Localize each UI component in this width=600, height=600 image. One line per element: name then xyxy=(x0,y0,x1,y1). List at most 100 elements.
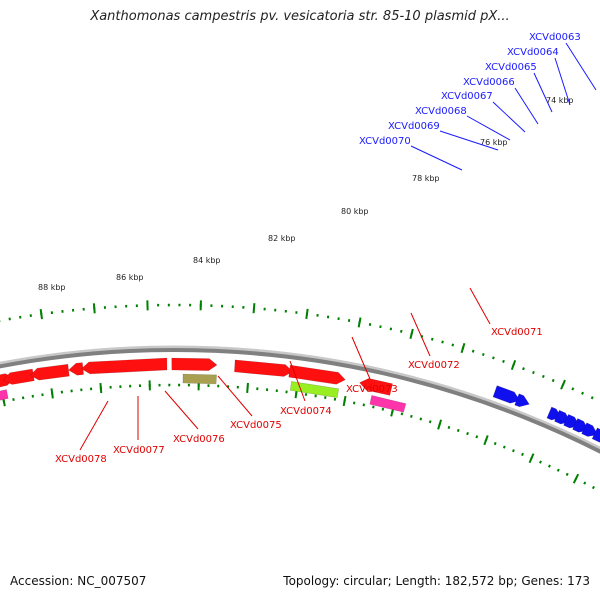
inner-tick xyxy=(583,481,587,485)
outer-tick xyxy=(389,327,393,331)
scale-label: 76 kbp xyxy=(480,138,508,147)
gene-label: XCVd0068 xyxy=(415,106,467,117)
scale-label: 88 kbp xyxy=(38,283,66,292)
inner-major-tick xyxy=(246,382,249,393)
genome-summary: Topology: circular; Length: 182,572 bp; … xyxy=(283,574,590,588)
forward-gene-arrow xyxy=(492,385,521,404)
outer-tick xyxy=(379,325,382,329)
outer-major-tick xyxy=(560,379,566,390)
gene-label: XCVd0078 xyxy=(55,454,107,465)
reverse-gene-arrow xyxy=(171,357,218,371)
leader-line xyxy=(554,57,571,106)
inner-tick xyxy=(372,405,375,409)
inner-tick xyxy=(591,485,595,490)
gene-label: XCVd0065 xyxy=(485,62,537,73)
pink-feature-block xyxy=(0,389,9,401)
gene-label: XCVd0073 xyxy=(346,384,398,395)
inner-tick xyxy=(547,464,551,468)
inner-tick xyxy=(381,407,385,411)
outer-tick xyxy=(590,396,594,400)
gene-label: XCVd0063 xyxy=(529,32,581,43)
leader-line xyxy=(533,72,553,113)
outer-major-tick xyxy=(460,342,466,354)
inner-tick xyxy=(456,428,460,433)
outer-tick xyxy=(451,343,455,347)
inner-major-tick xyxy=(437,419,443,430)
outer-tick xyxy=(492,356,495,360)
scale-label: 80 kbp xyxy=(341,207,369,216)
gene-label: XCVd0075 xyxy=(230,420,282,431)
forward-gene-arrow xyxy=(581,422,599,437)
gene-label: XCVd0076 xyxy=(173,434,225,445)
outer-major-tick xyxy=(409,328,414,339)
gene-label: XCVd0066 xyxy=(463,77,515,88)
outer-major-tick xyxy=(357,317,362,328)
outer-tick xyxy=(399,329,403,333)
leader-line xyxy=(410,312,431,357)
leader-line xyxy=(351,336,371,380)
backbone-shadow xyxy=(0,345,600,450)
inner-tick xyxy=(556,468,560,472)
inner-tick xyxy=(493,441,497,446)
leader-line xyxy=(79,400,109,451)
scale-label: 86 kbp xyxy=(116,273,144,282)
inner-tick xyxy=(362,403,366,407)
gene-label: XCVd0064 xyxy=(507,47,559,58)
outer-tick xyxy=(541,374,545,379)
gene-label: XCVd0077 xyxy=(113,445,165,456)
reverse-gene-arrow xyxy=(80,357,168,375)
gene-label: XCVd0067 xyxy=(441,91,493,102)
inner-tick xyxy=(410,414,413,418)
scale-label: 82 kbp xyxy=(268,234,296,243)
outer-major-tick xyxy=(252,303,256,314)
pink-feature-block xyxy=(369,395,407,413)
outer-tick xyxy=(368,323,372,326)
outer-tick xyxy=(532,370,535,375)
outer-major-tick xyxy=(305,308,309,319)
leader-line xyxy=(492,101,526,133)
outer-major-tick xyxy=(92,303,96,314)
outer-tick xyxy=(571,387,575,391)
outer-tick xyxy=(551,378,555,383)
olive-feature-block xyxy=(182,373,217,385)
outer-tick xyxy=(441,340,444,344)
gene-label: XCVd0074 xyxy=(280,406,332,417)
leader-line xyxy=(410,145,463,171)
reverse-gene-arrow xyxy=(234,359,294,377)
leader-line xyxy=(164,390,199,430)
leader-line xyxy=(565,42,597,91)
inner-tick xyxy=(512,449,515,453)
gene-label: XCVd0071 xyxy=(491,327,543,338)
inner-tick xyxy=(466,432,469,436)
inner-tick xyxy=(565,472,569,476)
forward-gene-arrow xyxy=(591,427,600,443)
outer-major-tick xyxy=(39,309,43,320)
inner-major-tick xyxy=(572,473,580,484)
outer-tick xyxy=(471,349,475,353)
reverse-gene-arrow xyxy=(29,363,70,381)
inner-tick xyxy=(521,452,524,456)
gene-label: XCVd0072 xyxy=(408,360,460,371)
backbone-circle xyxy=(0,348,600,454)
inner-tick xyxy=(400,412,404,416)
inner-tick xyxy=(352,401,356,405)
outer-tick xyxy=(430,337,434,341)
inner-tick xyxy=(419,417,423,421)
leader-line xyxy=(514,87,539,125)
outer-tick xyxy=(522,367,525,371)
inner-tick xyxy=(539,460,542,464)
inner-tick xyxy=(428,420,432,424)
outer-tick xyxy=(481,352,485,357)
outer-tick xyxy=(581,391,584,395)
scale-label: 74 kbp xyxy=(546,96,574,105)
gene-label: XCVd0070 xyxy=(359,136,411,147)
scale-label: 78 kbp xyxy=(412,174,440,183)
leader-line xyxy=(466,115,511,141)
leader-line xyxy=(439,130,499,151)
accession-label: Accession: NC_007507 xyxy=(10,574,147,588)
inner-tick xyxy=(475,435,479,439)
map-title: Xanthomonas campestris pv. vesicatoria s… xyxy=(90,9,510,24)
inner-tick xyxy=(447,425,451,429)
inner-major-tick xyxy=(99,382,103,394)
